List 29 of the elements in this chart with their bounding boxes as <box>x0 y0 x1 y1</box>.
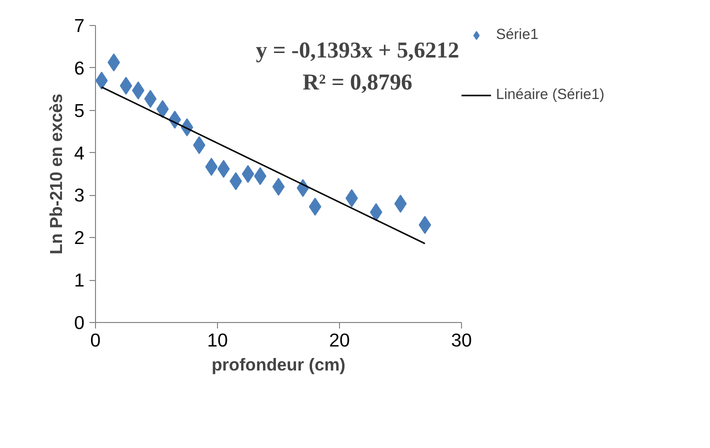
point <box>156 100 169 118</box>
annotation: R² = 0,8796 <box>302 70 412 94</box>
point <box>120 76 132 95</box>
annotation: y = -0,1393x + 5,6212 <box>256 38 460 62</box>
legend-label: Série1 <box>496 27 538 43</box>
point <box>394 194 407 213</box>
y-axis-title: Ln Pb-210 en excès <box>46 94 66 254</box>
point <box>217 160 230 178</box>
point <box>144 90 157 108</box>
x-tick-label: 0 <box>90 330 101 350</box>
y-tick-label: 2 <box>74 227 85 248</box>
point <box>370 203 382 222</box>
y-tick-label: 6 <box>74 57 85 78</box>
point <box>272 178 285 196</box>
y-tick-label: 7 <box>74 15 85 36</box>
point <box>205 158 218 176</box>
x-tick-label: 30 <box>451 330 472 350</box>
x-tick-label: 20 <box>329 330 350 350</box>
x-tick-label: 10 <box>207 330 228 350</box>
x-axis-title: profondeur (cm) <box>212 354 346 374</box>
y-tick-label: 5 <box>74 100 85 121</box>
y-tick-label: 0 <box>74 312 85 333</box>
y-tick-label: 4 <box>74 142 85 164</box>
point <box>418 216 432 234</box>
y-tick-label: 3 <box>74 184 85 206</box>
y-tick-label: 1 <box>74 270 85 291</box>
legend-label: Linéaire (Série1) <box>496 87 604 103</box>
point <box>242 165 254 183</box>
point <box>308 198 322 216</box>
